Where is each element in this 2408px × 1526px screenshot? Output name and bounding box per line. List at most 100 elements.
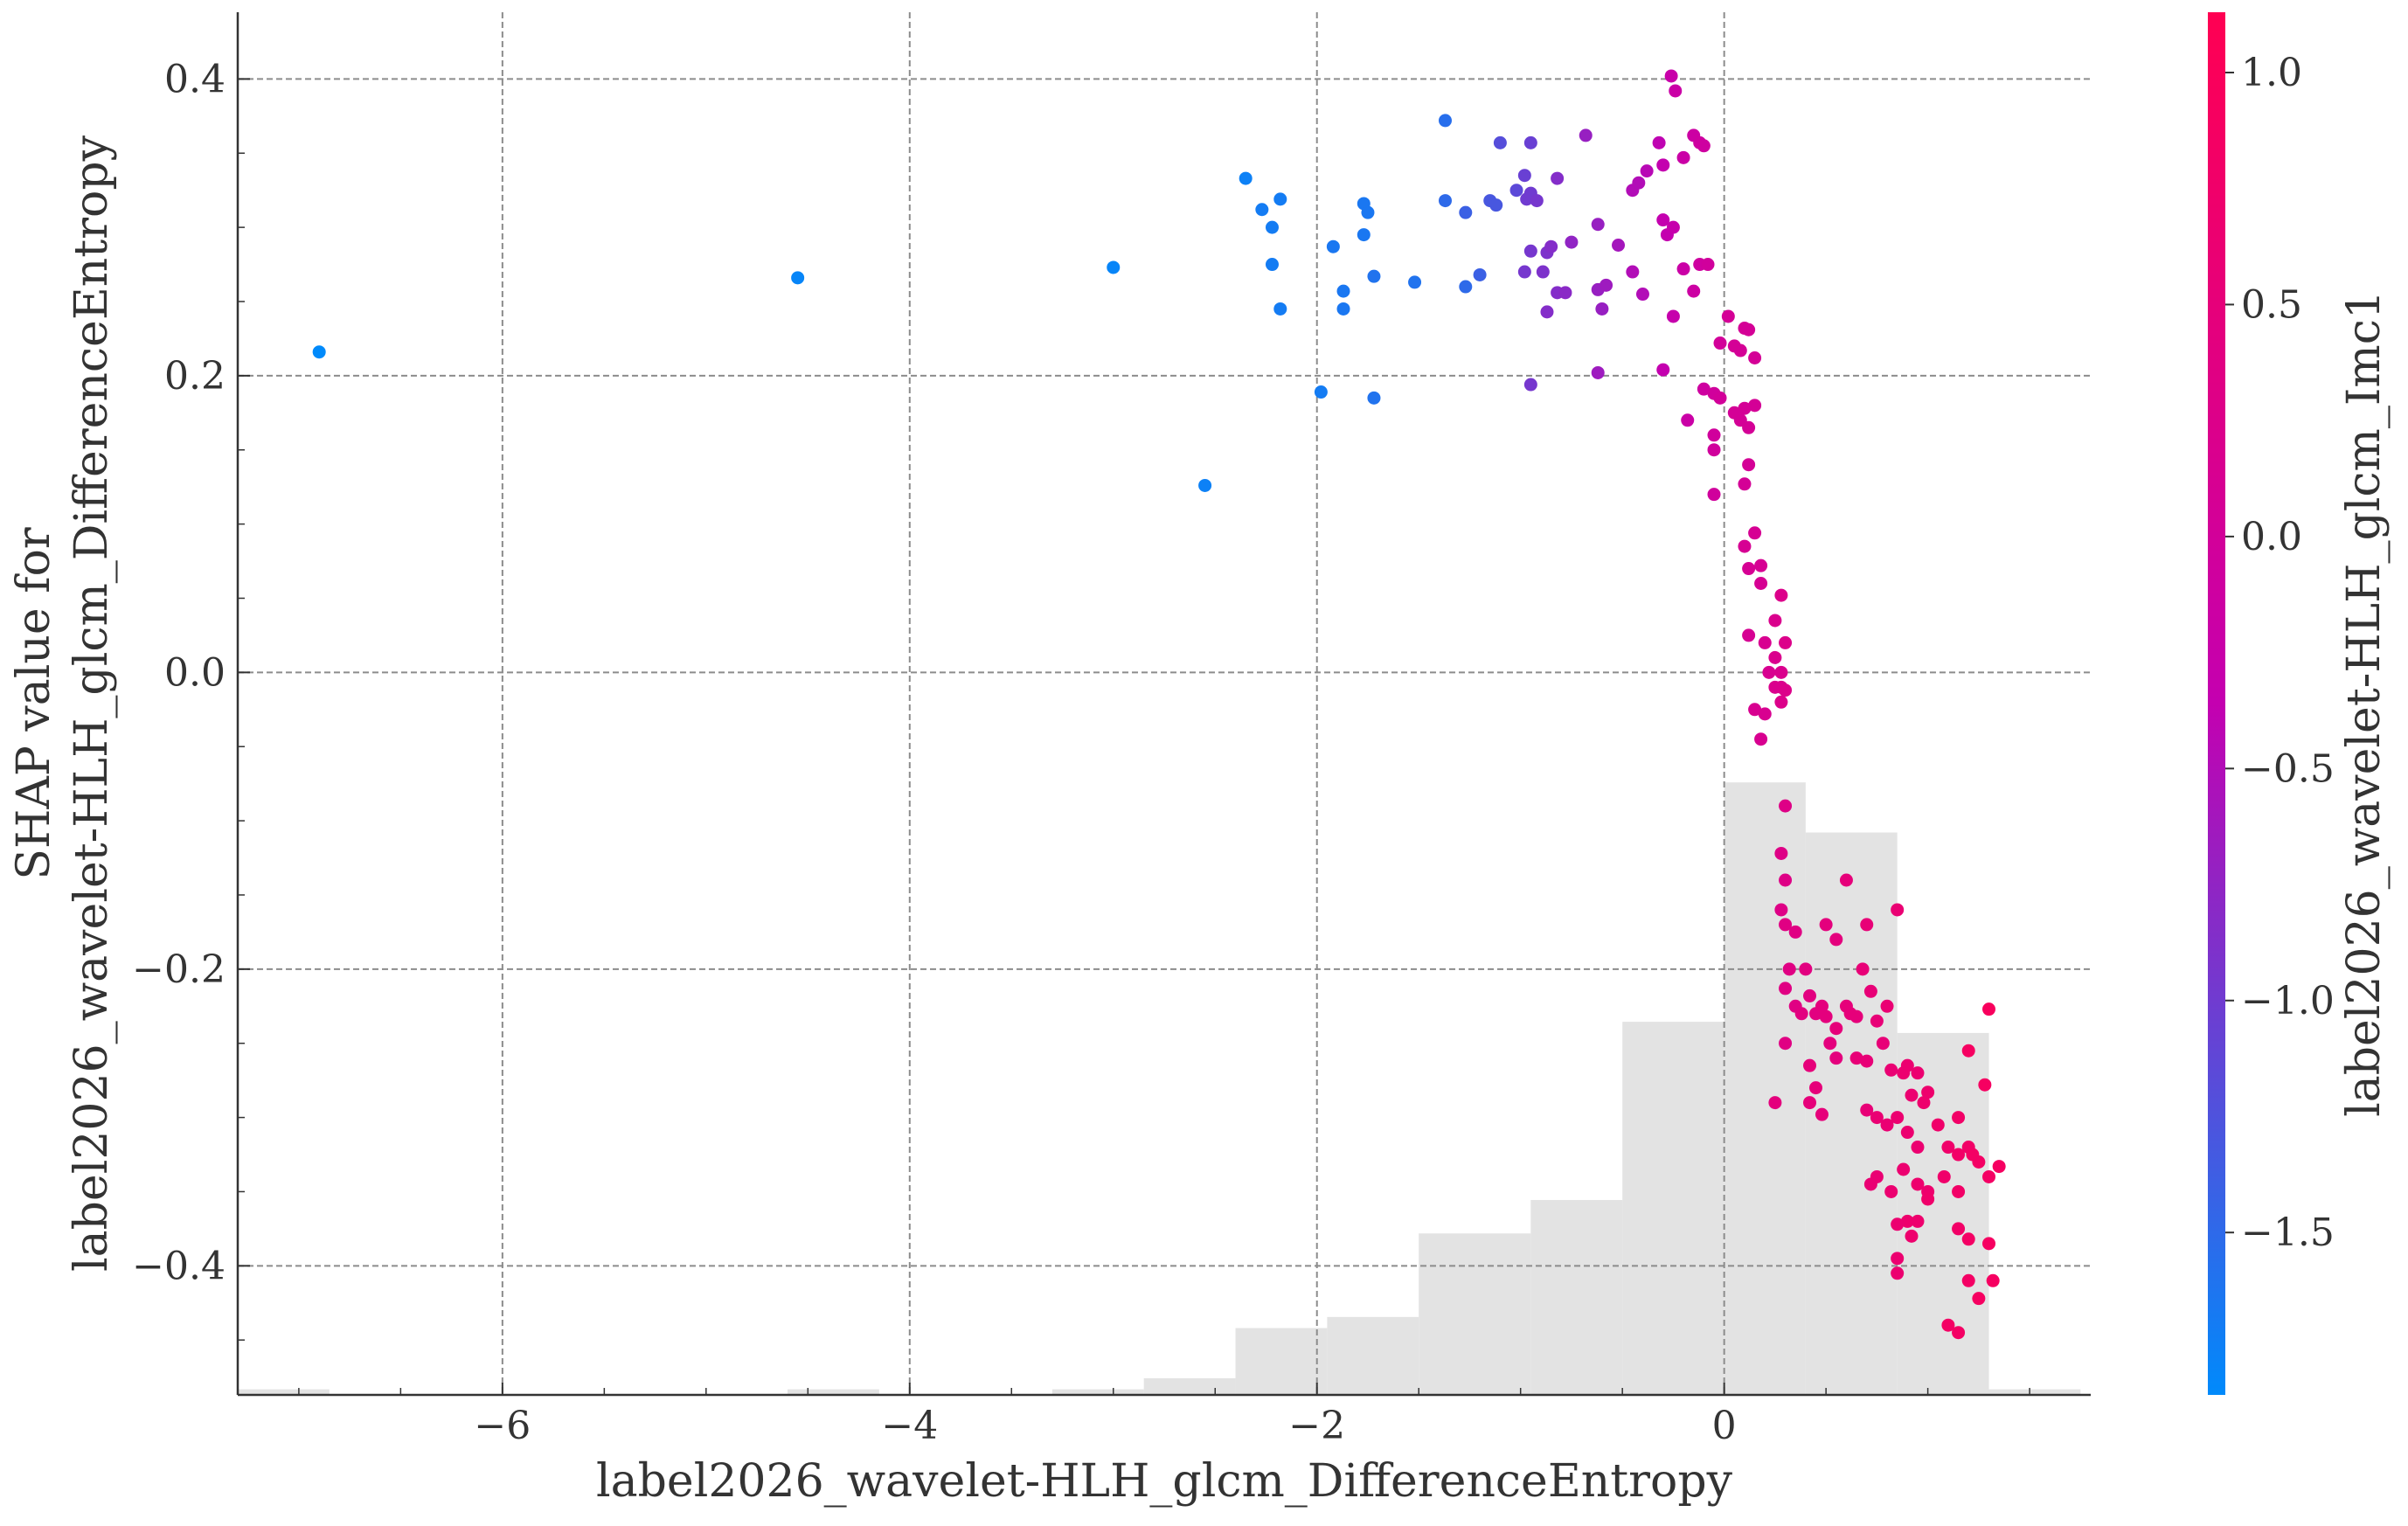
scatter-point-112 xyxy=(1779,635,1793,649)
scatter-point-94 xyxy=(1748,351,1762,364)
scatter-point-185 xyxy=(1937,1169,1951,1183)
scatter-point-23 xyxy=(1459,280,1473,294)
scatter-point-99 xyxy=(1754,577,1768,591)
scatter-point-140 xyxy=(1856,962,1870,976)
scatter-point-162 xyxy=(1870,1111,1884,1125)
x-tick-label-0: −6 xyxy=(474,1404,531,1448)
scatter-point-51 xyxy=(1612,238,1626,252)
scatter-point-173 xyxy=(1941,1141,1955,1155)
scatter-point-130 xyxy=(1819,1009,1833,1023)
histogram-bar-12 xyxy=(1988,1389,2081,1395)
y-tick-label-0: 0.4 xyxy=(164,57,226,101)
scatter-point-114 xyxy=(1774,695,1788,709)
scatter-point-61 xyxy=(1666,220,1680,234)
scatter-point-17 xyxy=(1367,269,1381,283)
scatter-point-95 xyxy=(1738,539,1752,553)
scatter-point-6 xyxy=(1273,192,1287,206)
scatter-point-71 xyxy=(1687,284,1701,298)
scatter-point-3 xyxy=(1198,478,1212,492)
scatter-point-43 xyxy=(1558,286,1572,300)
scatter-point-152 xyxy=(1911,1066,1925,1080)
colorbar-ticks-layer: 1.0 0.5 0.0 −0.5 −1.0 −1.5 xyxy=(2225,51,2335,1255)
scatter-point-28 xyxy=(1509,184,1523,198)
scatter-point-132 xyxy=(1829,1051,1843,1065)
scatter-point-90 xyxy=(1742,420,1756,434)
scatter-point-146 xyxy=(1860,1054,1874,1068)
scatter-point-157 xyxy=(1815,1107,1829,1121)
scatter-point-142 xyxy=(1863,984,1877,998)
scatter-point-170 xyxy=(1911,1177,1925,1191)
scatter-point-75 xyxy=(1697,382,1711,396)
scatter-point-118 xyxy=(1774,903,1788,917)
histogram-bar-6 xyxy=(1419,1233,1531,1395)
histogram-bar-9 xyxy=(1724,782,1806,1395)
scatter-point-9 xyxy=(1273,302,1287,316)
scatter-point-196 xyxy=(1986,1273,2000,1287)
scatter-point-135 xyxy=(1839,873,1853,887)
scatter-point-117 xyxy=(1779,873,1793,887)
scatter-point-81 xyxy=(1713,336,1727,350)
scatter-point-167 xyxy=(1897,1162,1911,1176)
scatter-point-139 xyxy=(1849,1009,1863,1023)
scatter-point-91 xyxy=(1748,399,1762,413)
scatter-point-141 xyxy=(1860,918,1874,932)
colorbar-tick-label-4: −1.0 xyxy=(2241,979,2335,1023)
y-tick-label-2: 0.0 xyxy=(164,650,226,695)
scatter-point-192 xyxy=(1952,1222,1966,1236)
x-tick-label-1: −4 xyxy=(881,1404,938,1448)
scatter-point-105 xyxy=(1774,665,1788,679)
y-axis-label-line-2: label2026_wavelet-HLH_glcm_DifferenceEnt… xyxy=(66,135,118,1272)
scatter-point-149 xyxy=(1884,1063,1898,1077)
scatter-point-143 xyxy=(1870,1014,1884,1028)
scatter-point-156 xyxy=(1803,1096,1817,1110)
histogram-bar-0 xyxy=(238,1389,330,1395)
scatter-point-55 xyxy=(1626,265,1640,279)
scatter-point-65 xyxy=(1669,84,1683,98)
histogram-bar-5 xyxy=(1327,1316,1419,1395)
scatter-point-59 xyxy=(1656,213,1670,227)
scatter-point-174 xyxy=(1952,1148,1966,1162)
scatter-point-148 xyxy=(1880,999,1894,1013)
histogram-bar-2 xyxy=(1051,1389,1144,1395)
scatter-point-63 xyxy=(1666,309,1680,323)
scatter-point-64 xyxy=(1664,69,1678,83)
scatter-point-66 xyxy=(1676,150,1690,164)
scatter-point-121 xyxy=(1782,962,1796,976)
scatter-point-183 xyxy=(1961,1044,1975,1058)
scatter-point-79 xyxy=(1707,443,1721,457)
scatter-point-115 xyxy=(1779,799,1793,813)
scatter-point-34 xyxy=(1517,265,1531,279)
scatter-point-46 xyxy=(1591,218,1605,232)
scatter-point-57 xyxy=(1652,135,1666,149)
tick-labels-layer: −6 −4 −2 0 0.4 0.2 0.0 −0.2 −0.4 xyxy=(132,57,2030,1448)
scatter-point-178 xyxy=(1952,1111,1966,1125)
histogram-bar-4 xyxy=(1235,1328,1328,1395)
scatter-point-200 xyxy=(1921,1192,1935,1206)
axes-layer xyxy=(236,12,2091,1397)
scatter-point-19 xyxy=(1408,275,1422,289)
scatter-point-180 xyxy=(1992,1160,2006,1174)
scatter-point-147 xyxy=(1891,903,1905,917)
scatter-point-98 xyxy=(1754,558,1768,572)
scatter-point-191 xyxy=(1891,1266,1905,1280)
scatter-point-197 xyxy=(1972,1292,1986,1306)
scatter-point-177 xyxy=(1982,1169,1996,1183)
grid-layer xyxy=(238,12,2091,1395)
scatter-point-42 xyxy=(1540,305,1554,319)
scatter-point-110 xyxy=(1768,614,1782,628)
colorbar-tick-label-5: −1.5 xyxy=(2241,1210,2335,1255)
scatter-point-126 xyxy=(1799,962,1813,976)
scatter-point-15 xyxy=(1361,205,1375,219)
scatter-point-119 xyxy=(1779,918,1793,932)
scatter-point-155 xyxy=(1921,1086,1935,1099)
scatter-point-92 xyxy=(1742,458,1756,472)
scatter-point-11 xyxy=(1326,239,1340,253)
scatter-point-136 xyxy=(1829,1022,1843,1036)
scatter-point-70 xyxy=(1676,262,1690,276)
scatter-point-188 xyxy=(1911,1214,1925,1228)
scatter-point-195 xyxy=(1961,1273,1975,1287)
scatter-point-22 xyxy=(1459,205,1473,219)
scatter-point-73 xyxy=(1701,258,1715,272)
scatter-point-179 xyxy=(1966,1148,1980,1162)
